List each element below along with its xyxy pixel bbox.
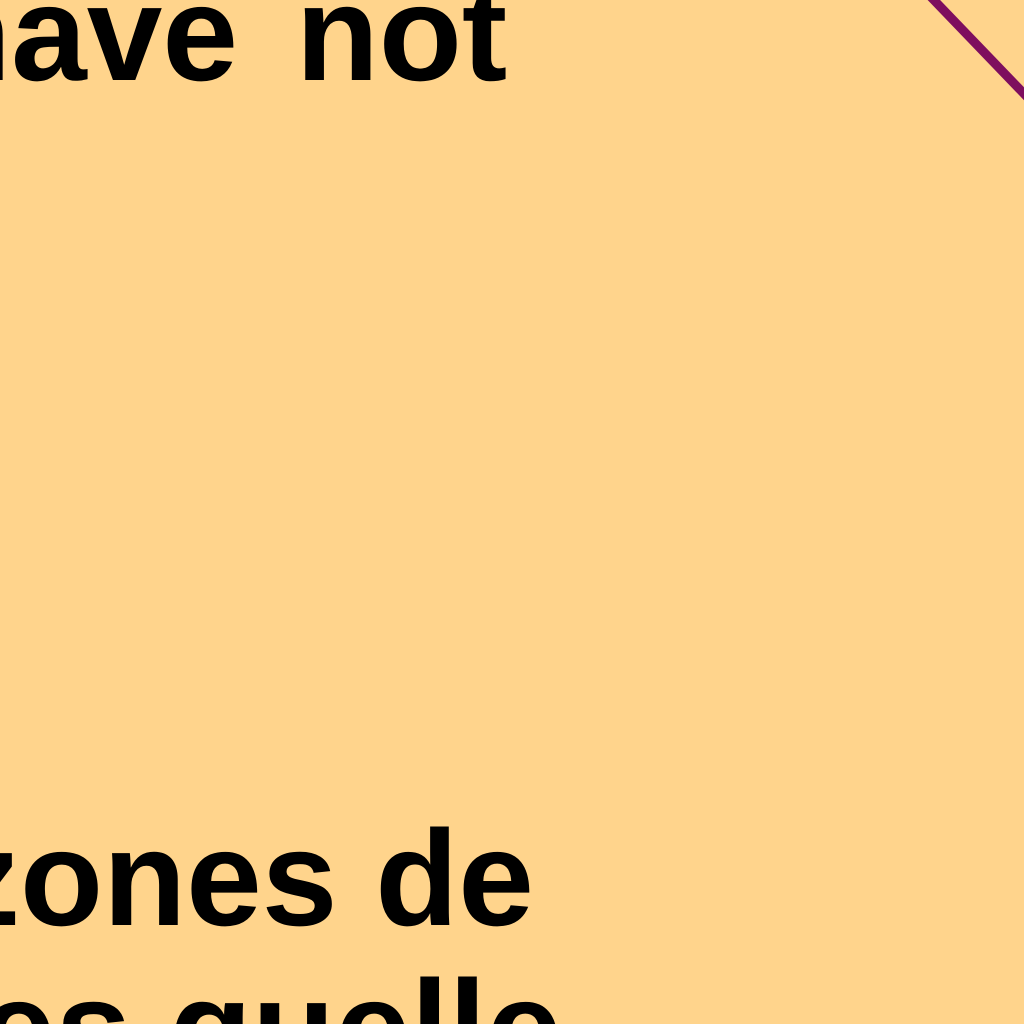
text-line: have not — [0, 0, 507, 109]
text-line: zones de — [0, 802, 534, 954]
diagonal-line — [927, 0, 1024, 101]
text-line: es quelle — [0, 952, 562, 1024]
